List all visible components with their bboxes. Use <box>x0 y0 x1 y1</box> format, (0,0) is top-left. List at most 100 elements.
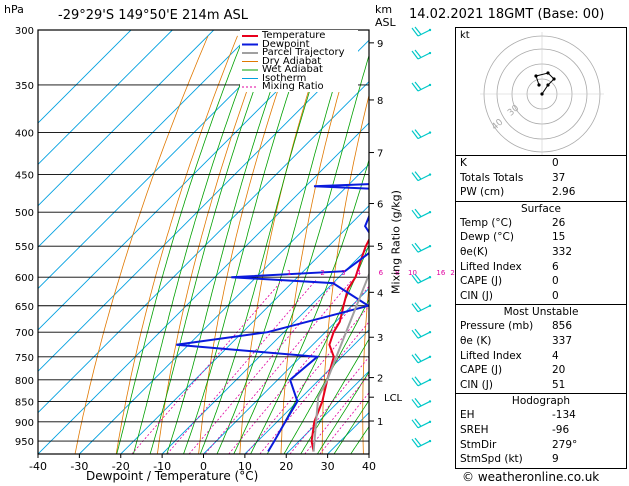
legend-temperature: Temperature <box>262 30 326 41</box>
isotherm-line <box>38 80 369 414</box>
km-tick-label: 5 <box>377 242 383 253</box>
x-tick-label: -30 <box>70 460 88 473</box>
mixing-ratio-line <box>166 279 317 454</box>
wind-barb <box>411 49 432 60</box>
mixing-ratio-line <box>131 279 283 454</box>
datetime-title: 14.02.2021 18GMT (Base: 00) <box>409 7 605 22</box>
mu-row: θe (K) 337 <box>460 334 573 347</box>
x-tick-label: -40 <box>29 460 47 473</box>
hodograph-chart <box>480 32 604 155</box>
km-unit-label: km <box>375 3 393 16</box>
wind-barb <box>411 26 432 37</box>
y-axis-title-right: Mixing Ratio (g/kg) <box>389 190 403 294</box>
wind-barb <box>411 418 432 429</box>
km-tick-label: 7 <box>377 149 383 160</box>
isotherm-line <box>38 30 297 290</box>
chart-grid <box>38 30 444 454</box>
legend-dewpoint: Dewpoint <box>262 38 310 50</box>
mixing-ratio-line <box>188 279 337 454</box>
hodograph-point <box>552 77 556 81</box>
hodograph-point <box>546 71 550 75</box>
mixing-ratio-line <box>319 392 369 454</box>
pressure-tick-label: 950 <box>15 437 34 448</box>
pressure-tick-label: 400 <box>15 129 34 140</box>
x-tick-label: -10 <box>153 460 171 473</box>
pressure-tick-label: 500 <box>15 208 34 219</box>
wet-adiabat-line <box>266 244 369 454</box>
x-tick-label: 40 <box>362 460 376 473</box>
mixing-ratio-label: 1 <box>287 269 291 277</box>
wind-barb <box>411 81 432 92</box>
mixing-ratio-label: 6 <box>379 269 384 277</box>
mixing-ratio-label: 10 <box>408 269 417 277</box>
wet-adiabat-line <box>333 399 369 454</box>
surface-row: Dewp (°C) 15 <box>460 231 566 244</box>
mu-row: CIN (J) 51 <box>460 378 566 391</box>
dry-adiabat-line <box>362 281 369 454</box>
wind-barbs <box>411 26 432 448</box>
dry-adiabat-line <box>402 36 444 454</box>
mixing-ratio-label: 8 <box>395 269 399 277</box>
hodo-row: StmDir 279° <box>460 438 578 451</box>
isotherm-line <box>244 329 369 454</box>
mixing-ratio-label: 20 <box>450 269 459 277</box>
surface-title: Surface <box>520 202 561 215</box>
mixing-ratio-line <box>204 279 353 454</box>
legend-wet-adiabat: Wet Adiabat <box>262 64 323 75</box>
pressure-tick-label: 700 <box>15 328 34 339</box>
hodograph-point <box>540 92 544 96</box>
x-axis-title: Dewpoint / Temperature (°C) <box>86 469 259 483</box>
asl-unit-label: ASL <box>375 16 396 29</box>
series-parcel-trajectory <box>312 272 369 452</box>
km-tick-label: 4 <box>377 288 383 299</box>
isotherm-line <box>38 30 339 331</box>
surface-row: CAPE (J) 0 <box>460 275 559 288</box>
mixing-ratio-label: 4 <box>356 269 361 277</box>
km-tick-label: 8 <box>377 96 383 107</box>
pressure-tick-label: 300 <box>15 26 34 37</box>
mu-row: CAPE (J) 20 <box>460 364 566 377</box>
x-tick-label: 30 <box>321 460 335 473</box>
plot-frame <box>37 29 370 455</box>
pressure-tick-label: 900 <box>15 418 34 429</box>
wind-barb <box>411 242 432 253</box>
km-tick-label: 3 <box>377 333 383 344</box>
isotherm-line <box>120 205 369 454</box>
location-title: -29°29'S 149°50'E 214m ASL <box>58 8 249 23</box>
series-temperature <box>310 237 369 452</box>
surface-row: Temp (°C) 26 <box>460 216 566 229</box>
isotherm-line <box>38 30 173 166</box>
dry-adiabat-line <box>157 35 268 454</box>
series-dewpoint <box>176 183 369 453</box>
isotherm-line <box>38 30 256 248</box>
copyright-text: © weatheronline.co.uk <box>462 470 600 484</box>
wind-barb <box>411 302 432 313</box>
km-tick-label: 1 <box>377 417 383 428</box>
legend: Temperature Dewpoint Parcel Trajectory D… <box>240 30 358 92</box>
surface-row: Lifted Index 6 <box>460 260 559 273</box>
pressure-tick-label: 800 <box>15 376 34 387</box>
pressure-tick-label: 550 <box>15 242 34 253</box>
mu-row: Lifted Index 4 <box>460 349 559 362</box>
hpa-unit-label: hPa <box>4 3 24 16</box>
index-row: PW (cm) 2.96 <box>460 186 576 199</box>
mixing-ratio-line <box>289 356 369 454</box>
isotherm-line <box>38 30 132 124</box>
legend-dry-adiabat: Dry Adiabat <box>262 55 322 67</box>
hodograph-point <box>546 83 550 87</box>
wet-adiabat-line <box>300 338 369 454</box>
mixing-ratio-line <box>304 373 369 454</box>
mixing-ratio-label: 16 <box>436 269 445 277</box>
hodograph-table-title: Hodograph <box>511 395 571 408</box>
wet-adiabat-line <box>216 30 352 454</box>
hodo-row: SREH -96 <box>460 423 570 436</box>
pressure-tick-label: 350 <box>15 81 34 92</box>
isotherm-line <box>38 30 215 207</box>
chart-series <box>176 183 369 453</box>
index-row: Totals Totals 37 <box>460 171 566 184</box>
surface-row: θe(K) 332 <box>460 245 573 258</box>
dry-adiabat-line <box>280 35 356 454</box>
